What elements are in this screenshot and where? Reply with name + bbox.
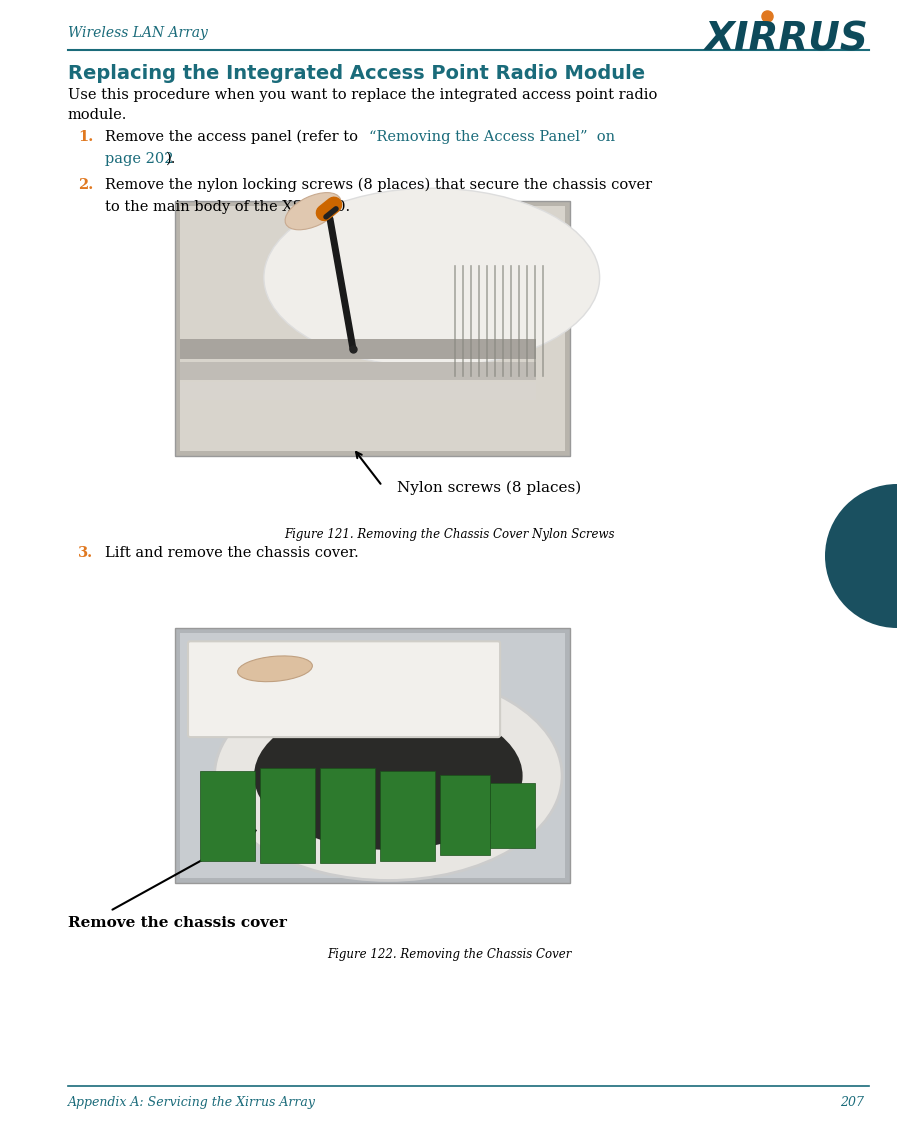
Text: 3.: 3.	[78, 546, 93, 560]
Ellipse shape	[264, 188, 600, 366]
Text: Appendix A: Servicing the Xirrus Array: Appendix A: Servicing the Xirrus Array	[68, 1096, 316, 1110]
FancyBboxPatch shape	[188, 642, 500, 737]
Text: Lift and remove the chassis cover.: Lift and remove the chassis cover.	[105, 546, 359, 560]
Ellipse shape	[215, 671, 562, 881]
Text: page 202: page 202	[105, 152, 174, 166]
Text: 1.: 1.	[77, 130, 93, 145]
Text: 2.: 2.	[77, 178, 93, 192]
Text: Replacing the Integrated Access Point Radio Module: Replacing the Integrated Access Point Ra…	[68, 64, 645, 83]
Wedge shape	[825, 484, 897, 628]
Text: Use this procedure when you want to replace the integrated access point radio: Use this procedure when you want to repl…	[68, 88, 657, 102]
Text: module.: module.	[68, 108, 128, 122]
Text: Remove the nylon locking screws (8 places) that secure the chassis cover: Remove the nylon locking screws (8 place…	[105, 178, 652, 192]
Ellipse shape	[285, 192, 341, 230]
Text: XIRRUS: XIRRUS	[705, 20, 869, 58]
Ellipse shape	[237, 655, 312, 682]
Bar	[175, 201, 570, 456]
Bar	[320, 768, 375, 863]
Text: ).: ).	[166, 152, 176, 166]
Text: 207: 207	[840, 1096, 864, 1110]
Bar	[175, 628, 570, 883]
Bar	[260, 768, 315, 863]
Text: “Removing the Access Panel”  on: “Removing the Access Panel” on	[369, 130, 615, 145]
Bar	[180, 362, 536, 379]
Text: to the main body of the XS-3900.: to the main body of the XS-3900.	[105, 200, 350, 214]
Text: Figure 122. Removing the Chassis Cover: Figure 122. Removing the Chassis Cover	[327, 948, 572, 960]
Ellipse shape	[254, 702, 522, 850]
Bar	[200, 772, 255, 861]
Text: Remove the chassis cover: Remove the chassis cover	[68, 916, 287, 930]
Bar	[380, 772, 435, 861]
Bar	[490, 783, 535, 848]
Bar	[180, 633, 565, 879]
Bar	[180, 206, 565, 451]
Text: Remove the access panel (refer to: Remove the access panel (refer to	[105, 130, 362, 145]
Bar	[180, 382, 536, 399]
Text: Nylon screws (8 places): Nylon screws (8 places)	[397, 481, 582, 495]
Text: Figure 121. Removing the Chassis Cover Nylon Screws: Figure 121. Removing the Chassis Cover N…	[284, 528, 615, 541]
Bar	[180, 339, 536, 360]
Text: Wireless LAN Array: Wireless LAN Array	[68, 26, 208, 40]
Bar	[440, 775, 490, 855]
